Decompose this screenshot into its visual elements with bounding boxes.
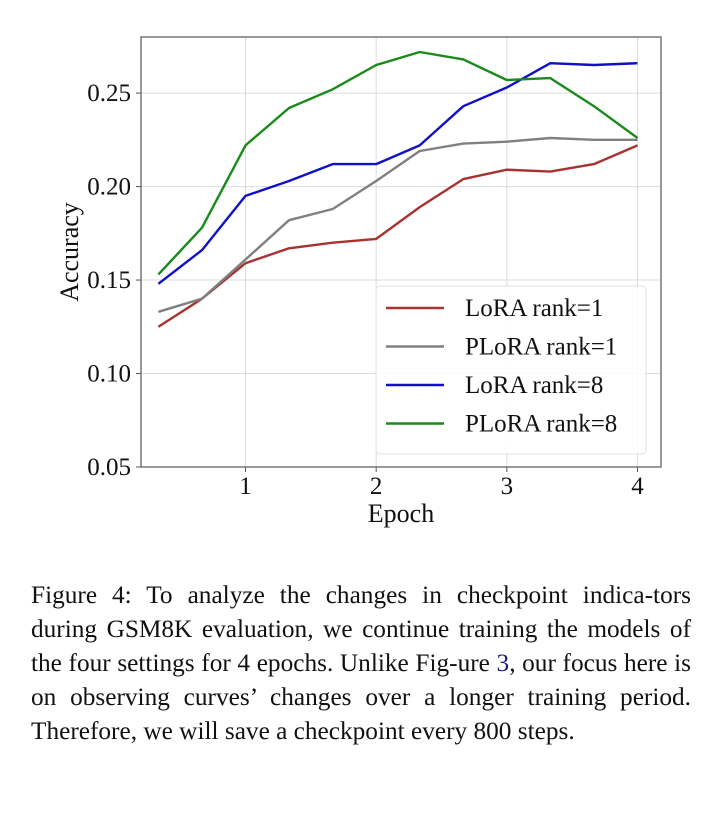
series-line	[157, 144, 638, 328]
legend-label: LoRA rank=8	[465, 372, 603, 399]
legend-box	[375, 285, 647, 455]
figure-caption: Figure 4: To analyze the changes in chec…	[31, 578, 691, 748]
legend-item: PLoRA rank=8	[386, 411, 617, 438]
series-line	[157, 62, 638, 285]
x-tick-label: 4	[631, 473, 644, 500]
x-axis-label: Epoch	[368, 499, 434, 528]
y-axis: 0.05 0.10 0.15 0.20 0.25	[87, 80, 141, 481]
x-tick-label: 3	[501, 473, 514, 500]
caption-text-start: Figure 4: To analyze the changes in chec…	[31, 581, 691, 677]
legend-label: PLoRA rank=1	[465, 334, 617, 361]
series-lora-rank-1	[157, 144, 638, 328]
series-line	[157, 50, 639, 276]
legend: LoRA rank=1 PLoRA rank=1 LoRA rank=8 PLoRA …	[375, 285, 647, 455]
legend-label: LoRA rank=1	[465, 295, 603, 322]
caption-text-end: , our focus here is on observing curves’…	[31, 649, 691, 745]
legend-item: LoRA rank=8	[386, 372, 603, 399]
figure-reference-link[interactable]: 3	[496, 649, 510, 677]
x-tick-label: 1	[239, 473, 252, 500]
series-plora-rank-8	[157, 50, 639, 276]
plot-frame	[140, 36, 662, 468]
y-tick-label: 0.25	[87, 80, 131, 107]
y-tick-label: 0.10	[87, 361, 131, 388]
y-tick-label: 0.20	[87, 174, 131, 201]
line-chart: 0.05 0.10 0.15 0.20 0.25 1 2 3 4 Epoch Accuracy…	[55, 36, 662, 528]
grid-lines	[141, 37, 661, 468]
x-axis: 1 2 3 4	[239, 467, 644, 500]
series-lora-rank-8	[157, 62, 638, 285]
y-tick-label: 0.15	[87, 267, 131, 294]
legend-label: PLoRA rank=8	[465, 411, 617, 438]
series-line	[158, 136, 638, 313]
series-layer	[157, 50, 639, 328]
x-tick-label: 2	[370, 473, 383, 500]
series-plora-rank-1	[158, 136, 638, 313]
y-axis-label: Accuracy	[55, 202, 84, 302]
legend-item: PLoRA rank=1	[386, 334, 617, 361]
legend-item: LoRA rank=1	[386, 295, 603, 322]
y-tick-label: 0.05	[87, 454, 131, 481]
